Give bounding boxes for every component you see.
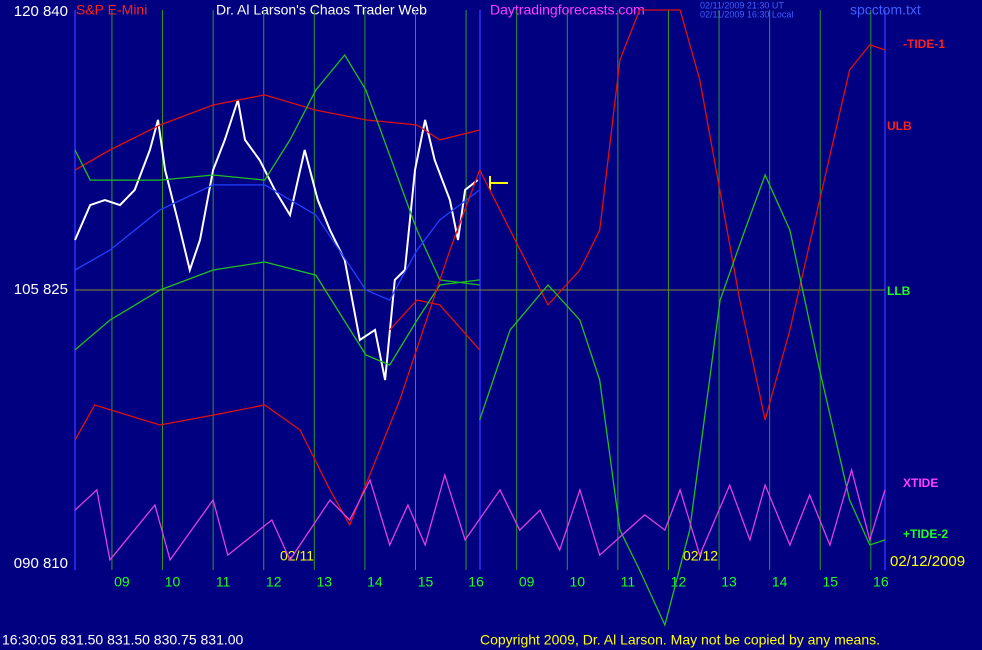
series-label: ULB	[887, 119, 912, 133]
series-label: XTIDE	[903, 476, 938, 490]
x-tick-label: 10	[569, 574, 585, 590]
x-tick-label: 15	[822, 574, 838, 590]
file-name: spcctom.txt	[850, 2, 921, 18]
date-label: 02/12	[683, 548, 718, 564]
series-line	[74, 53, 480, 286]
y-tick-label: 090 810	[14, 555, 68, 572]
series-line	[74, 94, 480, 171]
x-tick-label: 12	[266, 574, 282, 590]
date-label: 02/12/2009	[890, 553, 965, 570]
time-utc: 02/11/2009 21:30 UT	[700, 0, 784, 10]
x-tick-label: 10	[165, 574, 181, 590]
copyright: Copyright 2009, Dr. Al Larson. May not b…	[480, 632, 880, 648]
x-tick-label: 16	[873, 574, 889, 590]
y-tick-label: 105 825	[14, 281, 68, 298]
series-line	[74, 184, 481, 301]
x-tick-label: 11	[621, 574, 636, 590]
x-tick-label: 16	[468, 574, 484, 590]
x-tick-label: 13	[317, 574, 333, 590]
series-line	[74, 261, 480, 366]
date-label: 02/11	[280, 548, 314, 564]
series-label: LLB	[887, 284, 911, 298]
chart-title: Dr. Al Larson's Chaos Trader Web	[216, 2, 427, 18]
x-tick-label: 13	[721, 574, 737, 590]
x-tick-label: 12	[671, 574, 687, 590]
x-tick-label: 14	[772, 574, 788, 590]
last-price-marker	[489, 176, 508, 190]
x-tick-label: 09	[114, 574, 130, 590]
x-tick-label: 09	[519, 574, 535, 590]
series-line	[74, 99, 479, 381]
series-label: +TIDE-2	[903, 527, 948, 541]
instrument: S&P E-Mini	[76, 2, 147, 18]
quote: 16:30:05 831.50 831.50 830.75 831.00	[2, 632, 244, 648]
x-tick-label: 14	[367, 574, 383, 590]
series-line	[74, 467, 886, 562]
series-label: -TIDE-1	[903, 37, 945, 51]
site: Daytradingforecasts.com	[490, 2, 645, 18]
series-line	[479, 173, 886, 628]
x-tick-label: 15	[418, 574, 434, 590]
series-line	[74, 9, 886, 527]
x-tick-label: 11	[216, 574, 231, 590]
time-local: 02/11/2009 16:30 Local	[700, 9, 793, 19]
y-tick-label: 120 840	[14, 3, 68, 20]
